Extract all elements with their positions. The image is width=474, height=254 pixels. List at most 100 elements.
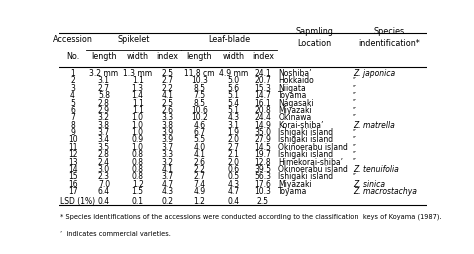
- Text: index: index: [156, 51, 178, 60]
- Text: 0.2: 0.2: [161, 197, 173, 205]
- Text: 10: 10: [68, 135, 77, 144]
- Text: ″: ″: [353, 157, 356, 166]
- Text: 0.8: 0.8: [132, 157, 144, 166]
- Text: 0.8: 0.8: [132, 150, 144, 158]
- Text: ″: ″: [353, 105, 356, 115]
- Text: 1.0: 1.0: [132, 128, 144, 137]
- Text: LSD (1%): LSD (1%): [60, 197, 95, 205]
- Text: 35.0: 35.0: [255, 128, 272, 137]
- Text: 5.8: 5.8: [98, 91, 110, 100]
- Text: width: width: [127, 51, 149, 60]
- Text: Spikelet: Spikelet: [118, 35, 150, 44]
- Text: Niigata: Niigata: [278, 84, 306, 92]
- Text: 14: 14: [68, 164, 77, 173]
- Text: 1.1: 1.1: [132, 76, 144, 85]
- Text: 2.8: 2.8: [98, 150, 110, 158]
- Text: 10.2: 10.2: [191, 113, 208, 122]
- Text: 5.6: 5.6: [227, 84, 239, 92]
- Text: 15.3: 15.3: [255, 84, 272, 92]
- Text: 4.6: 4.6: [193, 120, 206, 129]
- Text: 8: 8: [70, 120, 75, 129]
- Text: 2.2: 2.2: [193, 164, 205, 173]
- Text: 6.4: 6.4: [98, 186, 110, 195]
- Text: Z. tenuifolia: Z. tenuifolia: [353, 164, 399, 173]
- Text: 5.5: 5.5: [193, 135, 206, 144]
- Text: length: length: [187, 51, 212, 60]
- Text: 2.6: 2.6: [193, 157, 206, 166]
- Text: ″: ″: [353, 135, 356, 144]
- Text: Ishigaki island: Ishigaki island: [278, 128, 334, 137]
- Text: 1.2: 1.2: [193, 197, 205, 205]
- Text: 4.7: 4.7: [227, 186, 239, 195]
- Text: 1: 1: [70, 69, 75, 78]
- Text: Accession: Accession: [53, 35, 92, 44]
- Text: No.: No.: [66, 51, 79, 60]
- Text: 2.5: 2.5: [257, 197, 269, 205]
- Text: 3.0: 3.0: [98, 164, 110, 173]
- Text: Toyama: Toyama: [278, 186, 308, 195]
- Text: 11.8 cm: 11.8 cm: [184, 69, 215, 78]
- Text: 10.3: 10.3: [191, 76, 208, 85]
- Text: 3.7: 3.7: [161, 172, 173, 181]
- Text: 39.5: 39.5: [255, 164, 272, 173]
- Text: 6: 6: [70, 105, 75, 115]
- Text: Leaf-blade: Leaf-blade: [208, 35, 250, 44]
- Text: 2.7: 2.7: [193, 172, 206, 181]
- Text: 4.3: 4.3: [161, 186, 173, 195]
- Text: 3.3: 3.3: [161, 113, 173, 122]
- Text: 2.2: 2.2: [162, 84, 173, 92]
- Text: Ishigaki island: Ishigaki island: [278, 172, 334, 181]
- Text: 3.9: 3.9: [161, 128, 173, 137]
- Text: ’  indicates commercial varieties.: ’ indicates commercial varieties.: [60, 231, 171, 236]
- Text: 4.0: 4.0: [193, 142, 206, 151]
- Text: 0.1: 0.1: [132, 197, 144, 205]
- Text: index: index: [252, 51, 274, 60]
- Text: 16: 16: [68, 179, 77, 188]
- Text: 9: 9: [70, 128, 75, 137]
- Text: 12.8: 12.8: [255, 157, 271, 166]
- Text: ″: ″: [353, 128, 356, 137]
- Text: 16.1: 16.1: [255, 98, 271, 107]
- Text: ″: ″: [353, 98, 356, 107]
- Text: 12: 12: [68, 150, 77, 158]
- Text: ″: ″: [353, 76, 356, 85]
- Text: * Species identifications of the accessions were conducted according to the clas: * Species identifications of the accessi…: [60, 213, 442, 219]
- Text: 1.9: 1.9: [227, 128, 239, 137]
- Text: 0.5: 0.5: [227, 172, 239, 181]
- Text: 1.4: 1.4: [132, 91, 144, 100]
- Text: 7.0: 7.0: [98, 179, 110, 188]
- Text: 1.1: 1.1: [132, 98, 144, 107]
- Text: 3.8: 3.8: [161, 120, 173, 129]
- Text: 24.4: 24.4: [255, 113, 272, 122]
- Text: 14.5: 14.5: [255, 142, 272, 151]
- Text: 14.9: 14.9: [255, 120, 272, 129]
- Text: Okinoerabu island: Okinoerabu island: [278, 164, 348, 173]
- Text: 2.1: 2.1: [228, 150, 239, 158]
- Text: 15: 15: [68, 172, 77, 181]
- Text: 2.8: 2.8: [98, 98, 110, 107]
- Text: ″: ″: [353, 142, 356, 151]
- Text: 4.9: 4.9: [193, 186, 206, 195]
- Text: 0.8: 0.8: [132, 172, 144, 181]
- Text: 5.4: 5.4: [227, 98, 239, 107]
- Text: length: length: [91, 51, 117, 60]
- Text: 5.1: 5.1: [227, 105, 239, 115]
- Text: Noshiba’: Noshiba’: [278, 69, 312, 78]
- Text: 7.4: 7.4: [193, 179, 206, 188]
- Text: 3.4: 3.4: [98, 135, 110, 144]
- Text: 8.5: 8.5: [193, 98, 206, 107]
- Text: 20.7: 20.7: [255, 76, 272, 85]
- Text: width: width: [222, 51, 244, 60]
- Text: ″: ″: [353, 113, 356, 122]
- Text: 2.7: 2.7: [161, 76, 173, 85]
- Text: 1.2: 1.2: [132, 179, 144, 188]
- Text: 4.3: 4.3: [227, 113, 239, 122]
- Text: Miyazaki: Miyazaki: [278, 105, 312, 115]
- Text: 4.1: 4.1: [193, 150, 206, 158]
- Text: 2.3: 2.3: [98, 172, 110, 181]
- Text: 3.9: 3.9: [161, 135, 173, 144]
- Text: 4.7: 4.7: [161, 179, 173, 188]
- Text: 3.7: 3.7: [98, 128, 110, 137]
- Text: 3.3: 3.3: [161, 150, 173, 158]
- Text: 5.0: 5.0: [227, 76, 239, 85]
